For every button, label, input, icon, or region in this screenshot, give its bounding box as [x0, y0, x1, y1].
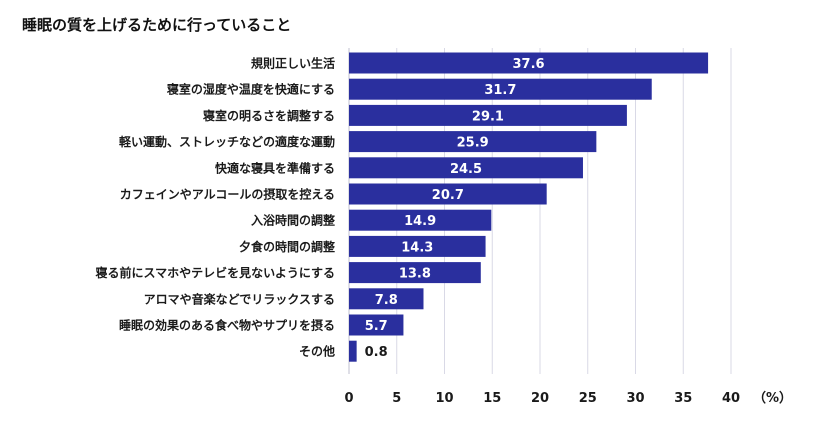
- value-label: 24.5: [450, 162, 482, 177]
- value-label: 7.8: [375, 293, 398, 308]
- value-label: 31.7: [484, 83, 516, 98]
- category-label: 寝る前にスマホやテレビを見ないようにする: [95, 265, 335, 280]
- x-tick-label: 0: [344, 391, 353, 406]
- value-label: 20.7: [432, 188, 464, 203]
- category-label: アロマや音楽などでリラックスする: [144, 291, 335, 306]
- bar: [349, 183, 547, 205]
- category-label: 入浴時間の調整: [251, 213, 335, 228]
- value-label: 14.9: [404, 214, 436, 229]
- x-tick-label: 5: [392, 391, 401, 406]
- category-label: 睡眠の効果のある食べ物やサプリを摂る: [119, 318, 335, 333]
- category-label: カフェインやアルコールの摂取を控える: [120, 187, 335, 202]
- chart-title: 睡眠の質を上げるために行っていること: [22, 16, 292, 34]
- value-label: 25.9: [457, 136, 489, 151]
- bar: [349, 104, 627, 126]
- x-axis-ticks: 0 5 10 15 20 25 30 35 40: [344, 391, 740, 406]
- bar: [349, 235, 486, 257]
- bar: [349, 78, 652, 100]
- bar: [349, 288, 424, 310]
- x-tick-label: 20: [531, 391, 549, 406]
- x-tick-label: 40: [722, 391, 740, 406]
- category-label: 寝室の湿度や温度を快適にする: [167, 82, 335, 97]
- bars: [349, 52, 709, 362]
- bar: [349, 314, 404, 336]
- bar: [349, 52, 709, 74]
- value-label: 14.3: [401, 240, 433, 255]
- value-label: 29.1: [472, 109, 504, 124]
- category-label: 軽い運動、ストレッチなどの適度な運動: [119, 134, 335, 149]
- x-tick-label: 35: [674, 391, 692, 406]
- category-label: その他: [299, 344, 335, 359]
- x-axis-unit-label: （%）: [753, 390, 792, 406]
- value-labels: 37.6 31.7 29.1 25.9 24.5 20.7 14.9 14.3 13.87.8 5…: [365, 57, 545, 360]
- bar: [349, 131, 597, 153]
- x-tick-label: 30: [626, 391, 644, 406]
- category-label: 快適な寝具を準備する: [215, 160, 335, 175]
- x-tick-label: 25: [579, 391, 597, 406]
- bar: [349, 157, 583, 179]
- category-label: 夕食の時間の調整: [239, 239, 335, 254]
- value-label: 37.6: [513, 57, 545, 72]
- value-label: 5.7: [365, 319, 388, 334]
- value-label: 0.8: [365, 345, 388, 360]
- bar: [349, 340, 357, 362]
- bar: [349, 262, 481, 284]
- category-label: 寝室の明るさを調整する: [203, 108, 335, 123]
- category-labels: 規則正しい生活寝室の湿度や温度を快適にする寝室の明るさを調整する軽い運動、ストレ…: [95, 56, 335, 359]
- value-label: 13.8: [399, 267, 431, 282]
- x-tick-label: 15: [483, 391, 501, 406]
- category-label: 規則正しい生活: [251, 56, 335, 71]
- bar: [349, 209, 492, 231]
- x-tick-label: 10: [435, 391, 453, 406]
